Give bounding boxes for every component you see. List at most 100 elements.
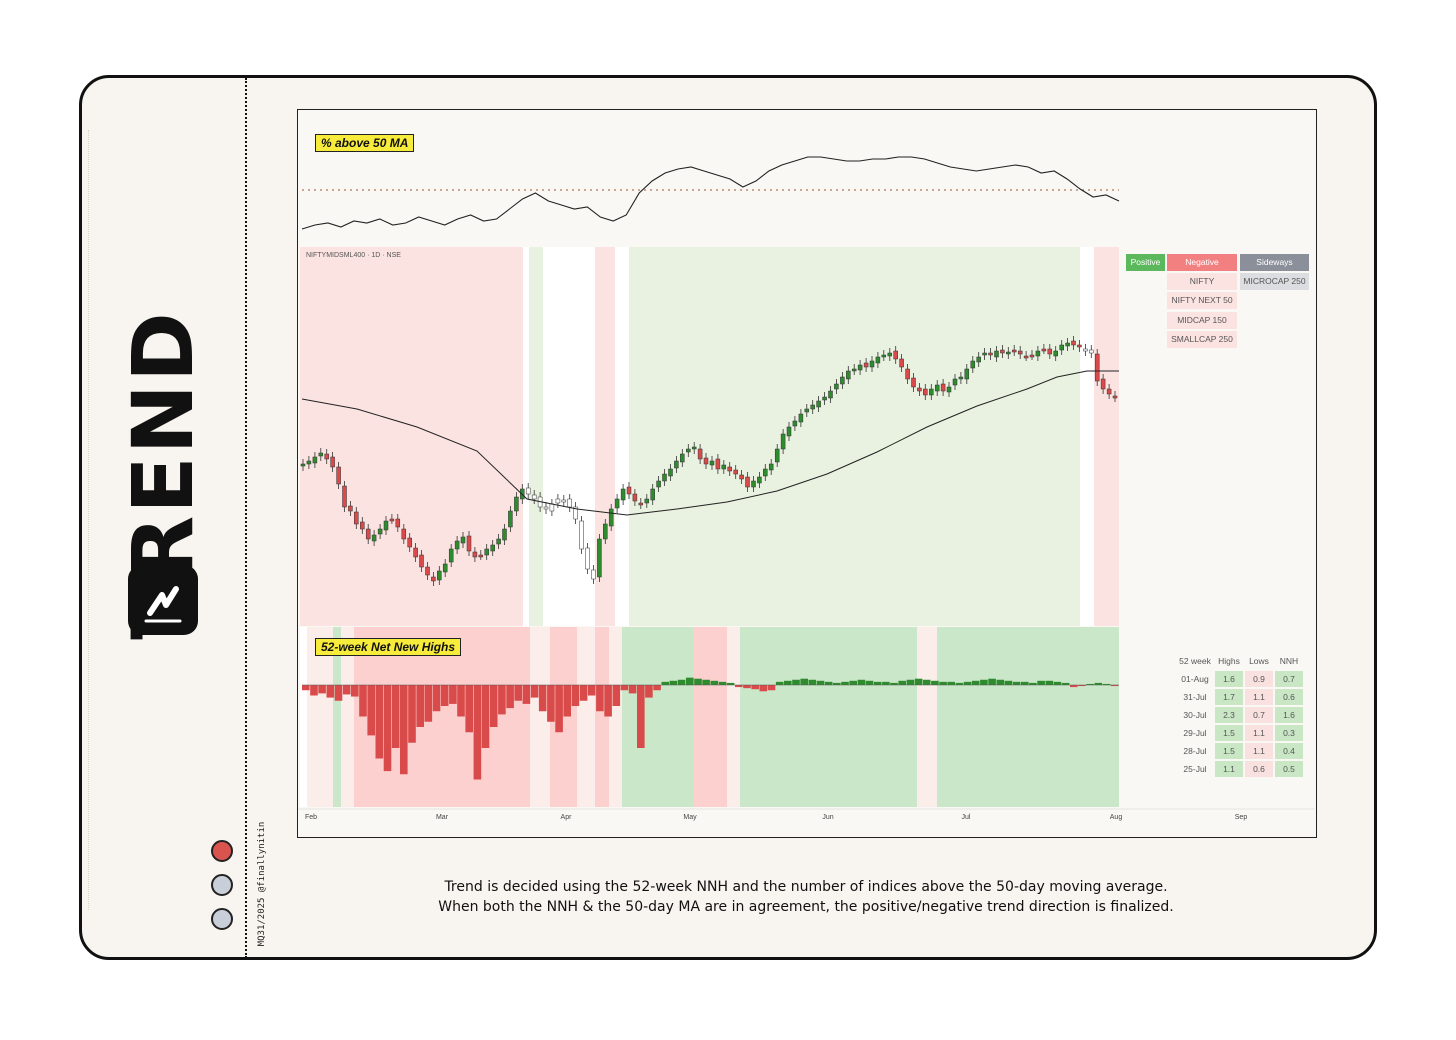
candle xyxy=(377,528,383,535)
candle xyxy=(709,460,715,466)
nnh-bar xyxy=(661,681,670,685)
nnh-highs: 1.5 xyxy=(1215,743,1243,759)
nnh-bar xyxy=(947,681,955,685)
candle xyxy=(496,538,501,545)
nnh-bar xyxy=(857,679,866,685)
candle xyxy=(952,378,958,386)
nnh-bar xyxy=(334,685,343,701)
nnh-bar xyxy=(310,685,318,696)
nnh-table-header: 52 week xyxy=(1179,656,1211,666)
nnh-bar xyxy=(555,685,563,733)
candle xyxy=(371,534,377,542)
candle xyxy=(1000,349,1005,354)
table-row: 28-Jul 1.5 1.1 0.4 xyxy=(1177,743,1303,759)
trend-zone xyxy=(1094,247,1119,626)
candle xyxy=(419,554,424,568)
candle xyxy=(324,453,329,460)
nnh-bar xyxy=(359,685,367,717)
candle xyxy=(917,387,922,392)
nnh-highs: 1.1 xyxy=(1215,761,1243,777)
breadth-panel-bg xyxy=(298,110,1316,246)
nnh-bar xyxy=(939,681,947,685)
legend-negative-item: NIFTY NEXT 50 xyxy=(1167,292,1237,309)
nnh-value: 0.7 xyxy=(1275,671,1303,687)
candle xyxy=(970,360,976,369)
legend-positive-header: Positive xyxy=(1126,254,1165,271)
candle xyxy=(940,383,946,392)
candle xyxy=(585,547,590,570)
candle xyxy=(887,352,893,357)
nnh-bar xyxy=(1110,685,1119,687)
candle xyxy=(1094,353,1100,382)
candle xyxy=(442,563,448,573)
nnh-bar xyxy=(416,685,424,727)
nnh-bar xyxy=(890,682,898,685)
candle xyxy=(668,468,673,477)
nnh-bar xyxy=(808,679,817,685)
candle xyxy=(360,521,365,530)
candle xyxy=(691,446,697,450)
nnh-bar xyxy=(538,685,547,712)
candle xyxy=(312,456,318,464)
candle xyxy=(318,452,324,457)
nnh-bar xyxy=(449,685,457,704)
nnh-zone xyxy=(595,627,609,807)
status-dot-red xyxy=(211,840,233,862)
candle xyxy=(579,520,584,550)
nnh-bar xyxy=(1078,685,1086,687)
nnh-bar xyxy=(563,685,571,717)
candle xyxy=(425,566,430,576)
candle xyxy=(531,494,537,500)
trend-zone xyxy=(615,247,629,626)
candle xyxy=(608,508,614,527)
nnh-bar xyxy=(931,680,939,685)
nnh-bar xyxy=(596,685,604,712)
candle xyxy=(1083,348,1088,352)
candle xyxy=(514,496,519,512)
candle xyxy=(525,487,531,495)
candle xyxy=(982,352,987,356)
nnh-zone xyxy=(333,627,341,807)
candle xyxy=(454,540,460,550)
candle xyxy=(923,388,928,396)
candle xyxy=(869,360,875,368)
nnh-bar xyxy=(784,680,792,685)
nnh-zone xyxy=(622,627,693,807)
nnh-table-header: NNH xyxy=(1279,656,1299,666)
nnh-zone xyxy=(300,627,307,807)
candle xyxy=(680,453,685,463)
candle xyxy=(1035,350,1041,357)
candle xyxy=(739,474,744,480)
nnh-date: 28-Jul xyxy=(1183,746,1207,756)
candle xyxy=(846,370,851,380)
candle xyxy=(407,537,412,548)
nnh-bar xyxy=(980,679,988,685)
nnh-bar xyxy=(391,685,400,748)
candle xyxy=(306,460,312,465)
candle xyxy=(365,528,371,540)
caption-line-1: Trend is decided using the 52-week NNH a… xyxy=(444,879,1168,895)
candle xyxy=(751,480,756,488)
nnh-bar xyxy=(620,685,629,691)
x-axis-tick-label: Aug xyxy=(1110,814,1123,821)
candle xyxy=(543,506,549,510)
nnh-bar xyxy=(1094,682,1103,685)
candle xyxy=(1089,349,1094,354)
nnh-zone xyxy=(740,627,917,807)
moving-average-50-line xyxy=(301,370,1119,516)
nnh-zone xyxy=(307,627,333,807)
legend-sideways-header: Sideways xyxy=(1240,254,1309,271)
nnh-bar xyxy=(718,681,727,685)
candle xyxy=(448,548,454,563)
candle xyxy=(354,511,359,525)
nnh-bar xyxy=(302,685,310,691)
nnh-bar xyxy=(751,685,759,690)
candle xyxy=(964,368,970,380)
x-axis-tick-label: May xyxy=(683,814,697,821)
nnh-lows: 1.1 xyxy=(1245,743,1273,759)
candle xyxy=(745,476,750,488)
candle xyxy=(632,493,638,502)
candle xyxy=(774,448,780,463)
nnh-table-header: Highs xyxy=(1218,656,1240,666)
perforation-divider xyxy=(245,78,247,958)
